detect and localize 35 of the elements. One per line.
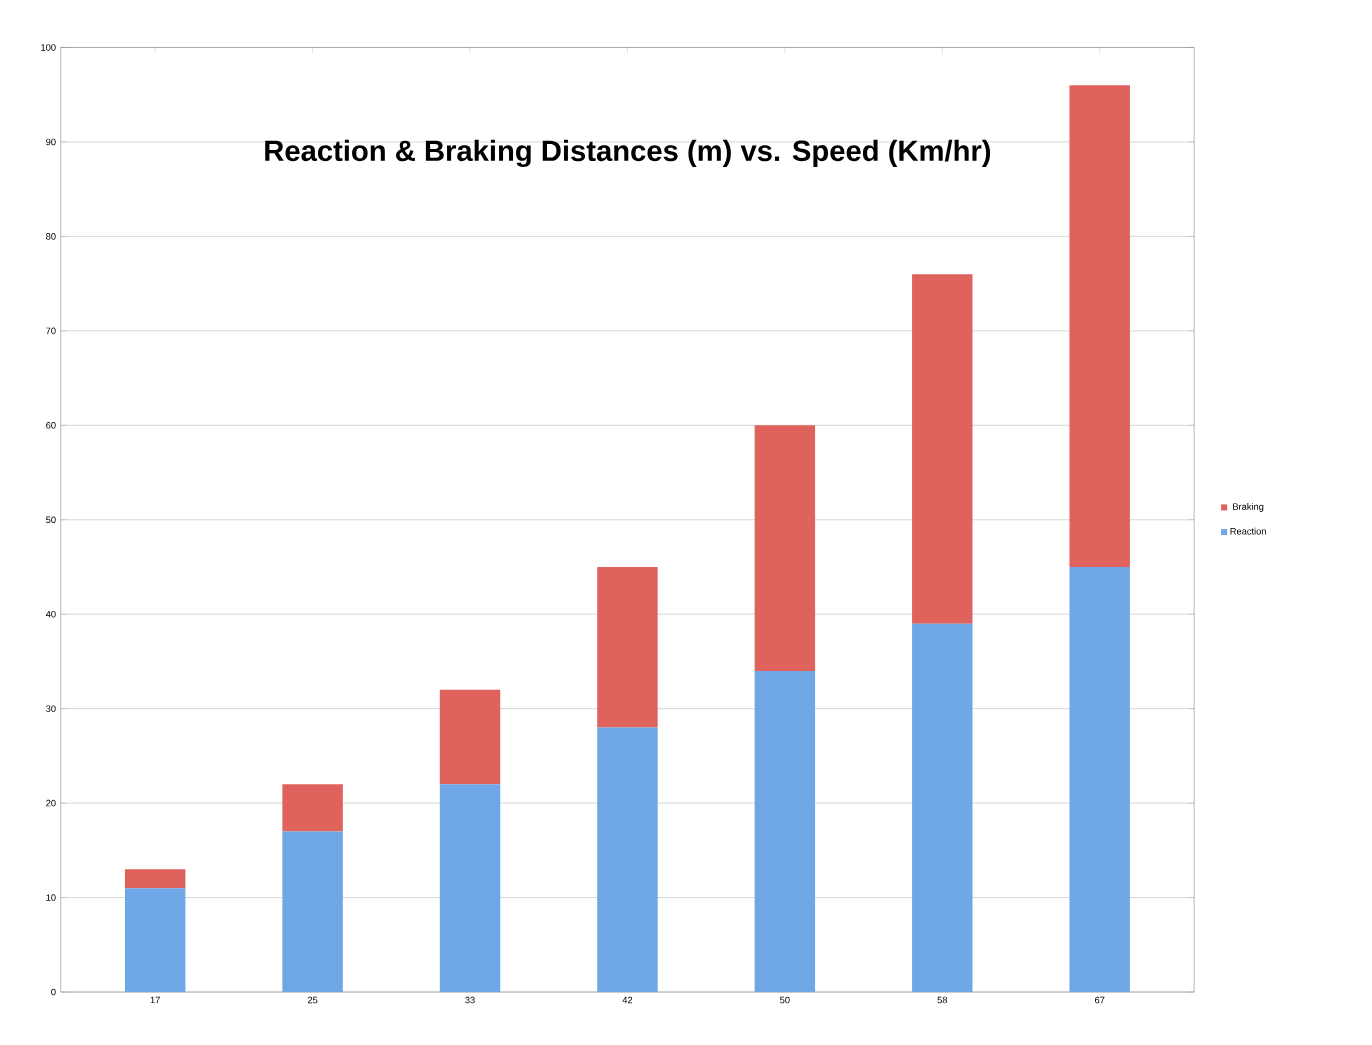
- bar: [597, 727, 658, 992]
- legend-label: Braking: [1233, 502, 1264, 512]
- x-tick-label: 25: [307, 996, 318, 1004]
- text: Reaction & Braking Distances (m) vs. Speed (Km/hr): [265, 139, 991, 167]
- y-tick-label: 50: [46, 516, 56, 523]
- bar: [282, 831, 343, 992]
- bar: [912, 274, 973, 624]
- y-tick-label: 70: [46, 327, 56, 335]
- x-tick-label: 50: [780, 996, 790, 1004]
- y-tick-label: 40: [45, 610, 56, 618]
- y-tick-label: 90: [46, 138, 56, 146]
- bar: [282, 784, 343, 832]
- legend-label: Reaction: [1230, 527, 1266, 535]
- y-tick-label: 80: [46, 233, 56, 240]
- y-tick-label: 0: [51, 988, 56, 996]
- bar: [124, 888, 186, 992]
- x-tick-label: 17: [150, 996, 160, 1004]
- y-tick-label: 30: [46, 705, 56, 712]
- bar: [597, 566, 658, 728]
- bar: [439, 689, 501, 785]
- x-tick-label: 42: [622, 996, 633, 1004]
- y-tick-label: 60: [46, 421, 56, 429]
- bar: [754, 670, 816, 992]
- bar: [912, 623, 973, 992]
- bar: [124, 869, 186, 889]
- x-tick-label: 58: [937, 996, 948, 1004]
- bar: [1069, 566, 1130, 992]
- y-tick-label: 100: [41, 44, 56, 51]
- bar: [754, 425, 816, 671]
- x-tick-label: 67: [1095, 996, 1105, 1004]
- bar: [1069, 85, 1130, 567]
- y-tick-label: 20: [46, 799, 56, 807]
- y-tick-label: 10: [46, 894, 56, 901]
- x-tick-label: 33: [465, 996, 475, 1004]
- bar: [439, 784, 501, 992]
